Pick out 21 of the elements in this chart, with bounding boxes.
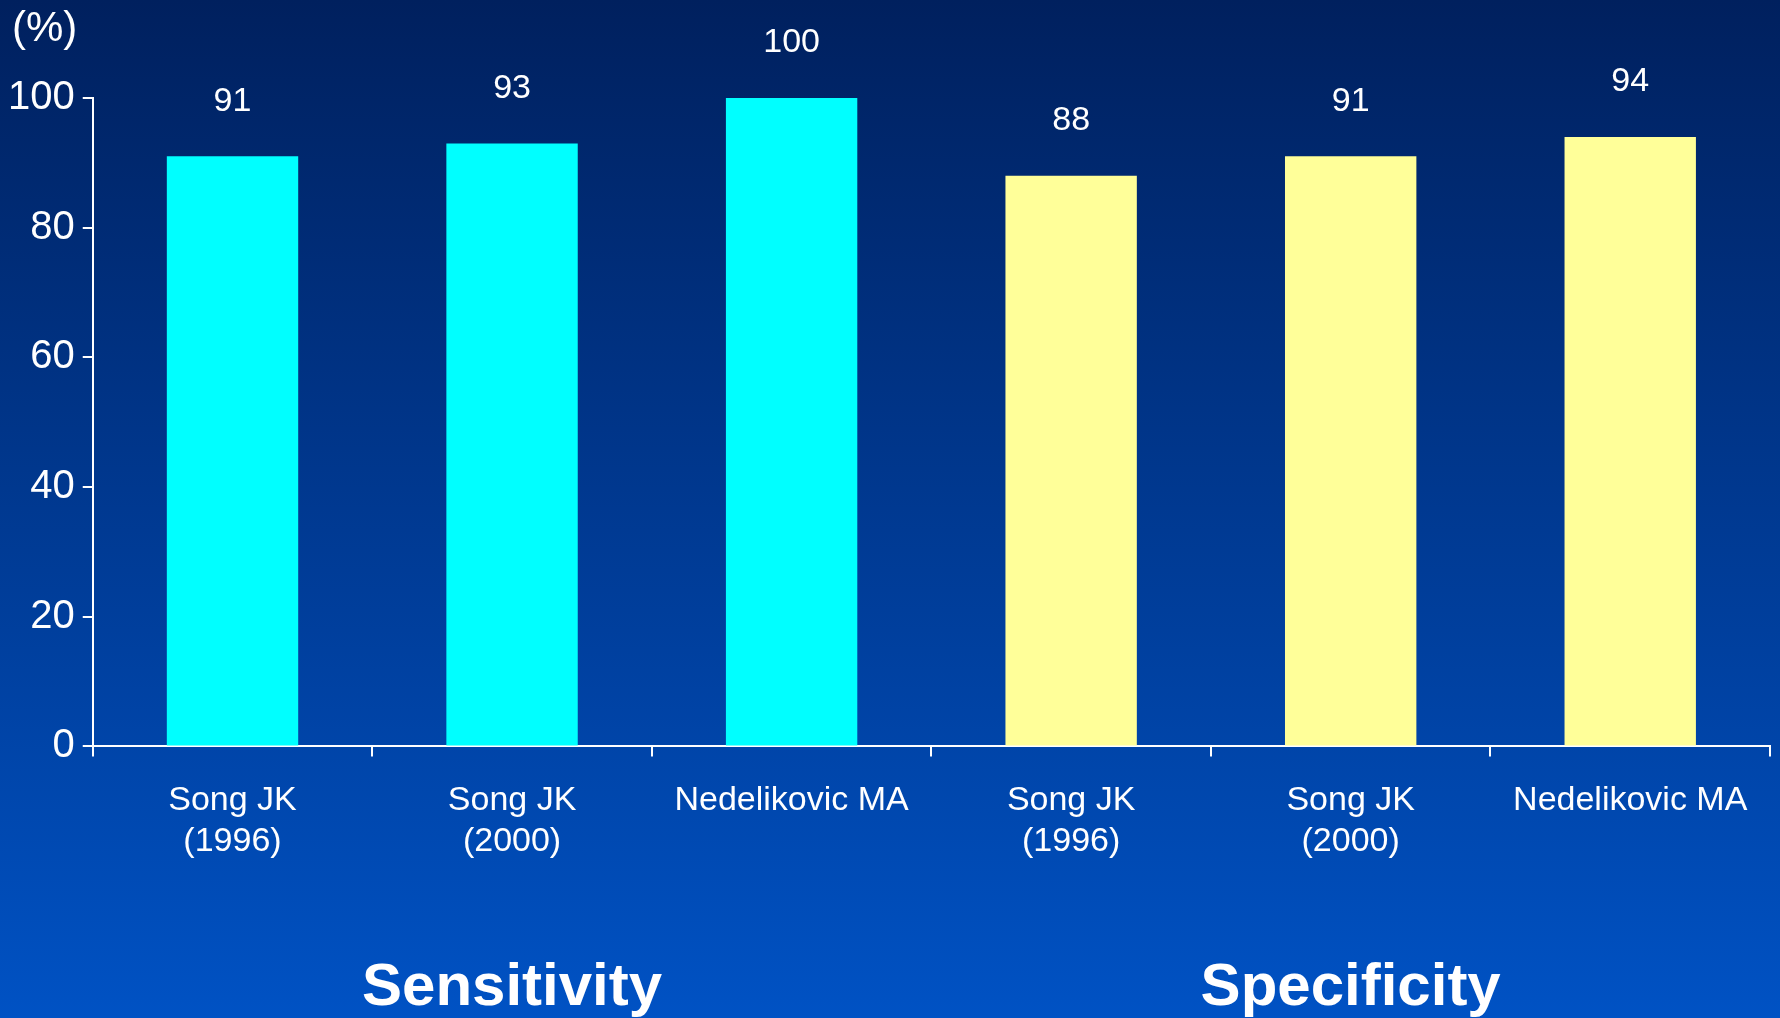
x-tick-label: Nedelikovic MA xyxy=(674,779,910,818)
data-label: 94 xyxy=(1611,60,1650,99)
y-tick-label: 100 xyxy=(7,73,75,118)
y-tick-label: 60 xyxy=(30,332,75,377)
data-label: 91 xyxy=(213,79,252,118)
text: Sensitivity xyxy=(361,951,663,1018)
x-tick-label: Song JK (1996) xyxy=(168,779,298,858)
y-tick-label: 20 xyxy=(30,591,75,636)
data-label: 100 xyxy=(763,21,820,60)
x-tick-label: Nedelikovic MA xyxy=(1513,779,1748,818)
text: Specificity xyxy=(1200,951,1502,1018)
data-label: 88 xyxy=(1052,99,1091,138)
data-label: 93 xyxy=(493,66,531,105)
x-tick-label: Song JK (2000) xyxy=(447,779,577,858)
y-tick-label: 0 xyxy=(52,721,75,766)
x-tick-label: Song JK (2000) xyxy=(1286,779,1416,858)
y-axis-title: (%) xyxy=(12,2,78,50)
data-label: 91 xyxy=(1331,79,1370,118)
y-tick-label: 40 xyxy=(30,462,75,507)
x-tick-label: Song JK (1996) xyxy=(1006,779,1136,858)
y-tick-label: 80 xyxy=(30,202,75,247)
